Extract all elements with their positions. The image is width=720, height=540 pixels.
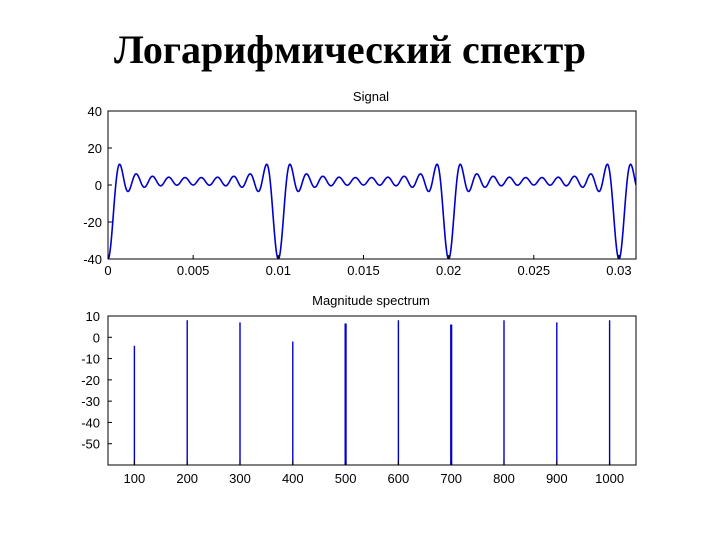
spectrum-y-axis: 10 0 -10 -20 -30 -40 -50 <box>81 309 112 452</box>
spectrum-x-tick-label: 700 <box>440 471 462 486</box>
signal-x-tick-label: 0.01 <box>266 263 291 278</box>
signal-x-tick-label: 0.025 <box>518 263 551 278</box>
signal-x-tick-label: 0.03 <box>606 263 631 278</box>
signal-y-tick-label: 0 <box>95 178 102 193</box>
spectrum-y-tick-label: 0 <box>93 330 100 345</box>
spectrum-x-tick-label: 600 <box>388 471 410 486</box>
spectrum-y-tick-label: 10 <box>86 309 100 324</box>
signal-x-tick-label: 0.005 <box>177 263 210 278</box>
spectrum-x-axis: 100 200 300 400 500 600 700 800 900 1000 <box>124 461 624 486</box>
spectrum-axes-box <box>107 315 637 466</box>
signal-y-tick-label: 40 <box>88 104 102 119</box>
signal-y-tick-label: -40 <box>83 252 102 267</box>
spectrum-x-tick-label: 800 <box>493 471 515 486</box>
spectrum-y-tick-label: -30 <box>81 394 100 409</box>
slide-title: Логарифмический спектр <box>114 27 586 72</box>
spectrum-y-tick-label: -40 <box>81 415 100 430</box>
spectrum-y-tick-label: -10 <box>81 352 100 367</box>
spectrum-x-tick-label: 400 <box>282 471 304 486</box>
signal-y-tick-label: 20 <box>88 141 102 156</box>
signal-plot: Signal 0 0.005 0.01 0.015 0.02 0.025 0.03 40 20… <box>83 89 637 278</box>
spectrum-x-tick-label: 300 <box>229 471 251 486</box>
spectrum-x-tick-label: 500 <box>335 471 357 486</box>
signal-x-axis: 0 0.005 0.01 0.015 0.02 0.025 0.03 <box>104 255 632 278</box>
spectrum-x-tick-label: 900 <box>546 471 568 486</box>
spectrum-x-tick-label: 100 <box>124 471 146 486</box>
spectrum-y-tick-label: -20 <box>81 373 100 388</box>
spectrum-plot-title: Magnitude spectrum <box>312 293 430 308</box>
spectrum-plot: Magnitude spectrum 100 200 300 400 500 600 700… <box>81 293 637 486</box>
signal-plot-title: Signal <box>353 89 389 104</box>
spectrum-y-tick-label: -50 <box>81 437 100 452</box>
signal-y-tick-label: -20 <box>83 215 102 230</box>
signal-y-axis: 40 20 0 -20 -40 <box>83 104 112 267</box>
signal-line <box>108 163 636 259</box>
signal-axes-box <box>107 110 637 260</box>
spectrum-x-tick-label: 1000 <box>595 471 624 486</box>
spectrum-bars <box>133 320 611 465</box>
signal-x-tick-label: 0.02 <box>436 263 461 278</box>
signal-x-tick-label: 0.015 <box>347 263 380 278</box>
signal-x-tick-label: 0 <box>104 263 111 278</box>
spectrum-x-tick-label: 200 <box>176 471 198 486</box>
